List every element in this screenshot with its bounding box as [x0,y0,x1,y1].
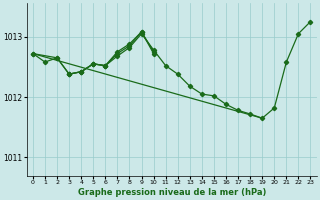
X-axis label: Graphe pression niveau de la mer (hPa): Graphe pression niveau de la mer (hPa) [77,188,266,197]
